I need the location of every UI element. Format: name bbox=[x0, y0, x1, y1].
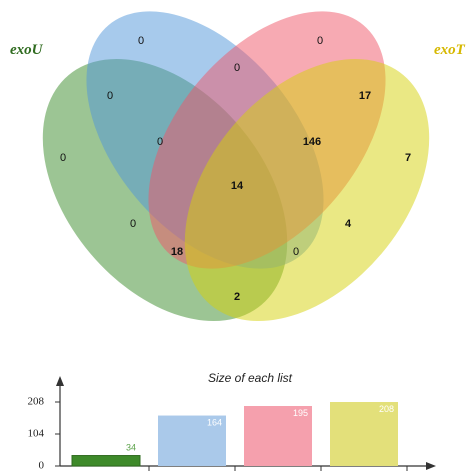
yellow-ellipse bbox=[184, 58, 430, 322]
set-label-exoU: exoU bbox=[10, 42, 43, 58]
region-count-blue-pink-yellow: 146 bbox=[303, 136, 321, 148]
region-count-all-four: 14 bbox=[231, 180, 244, 192]
x-axis-arrow bbox=[426, 462, 436, 470]
y-tick-label: 0 bbox=[39, 460, 45, 472]
bar-1 bbox=[71, 455, 141, 467]
region-count-green-yellow: 2 bbox=[234, 291, 240, 303]
y-axis-arrow bbox=[56, 376, 64, 386]
bar-value-label-1: 34 bbox=[126, 443, 136, 453]
region-count-yellow-only: 7 bbox=[405, 152, 411, 164]
region-count-pink-only: 0 bbox=[317, 35, 323, 47]
region-count-green-pink-yellow: 18 bbox=[171, 246, 183, 258]
bar-chart: Size of each list 0 104 208 34 164 195 208 bbox=[28, 371, 436, 472]
set-label-exoT: exoT bbox=[434, 42, 465, 58]
bar-value-label-4: 208 bbox=[379, 404, 394, 414]
y-tick-label: 104 bbox=[28, 428, 45, 440]
chart-title: Size of each list bbox=[208, 371, 293, 385]
region-count-blue-only: 0 bbox=[138, 35, 144, 47]
region-count-green-blue-yellow: 0 bbox=[293, 246, 299, 258]
bar-3 bbox=[244, 406, 312, 466]
region-count-blue-yellow: 4 bbox=[345, 218, 352, 230]
region-count-green-blue: 0 bbox=[107, 90, 113, 102]
region-count-blue-pink: 0 bbox=[234, 62, 240, 74]
bar-4 bbox=[330, 402, 398, 466]
y-tick-label: 208 bbox=[28, 396, 45, 408]
bar-value-label-3: 195 bbox=[293, 408, 308, 418]
bar-2 bbox=[158, 415, 226, 466]
region-count-green-pink: 0 bbox=[130, 218, 136, 230]
venn-diagram: 0 0 0 7 0 0 17 0 146 14 0 4 18 0 2 bbox=[42, 11, 430, 322]
region-count-green-blue-pink: 0 bbox=[157, 136, 163, 148]
region-count-green-only: 0 bbox=[60, 152, 66, 164]
region-count-pink-yellow: 17 bbox=[359, 90, 371, 102]
bar-value-label-2: 164 bbox=[207, 418, 222, 428]
